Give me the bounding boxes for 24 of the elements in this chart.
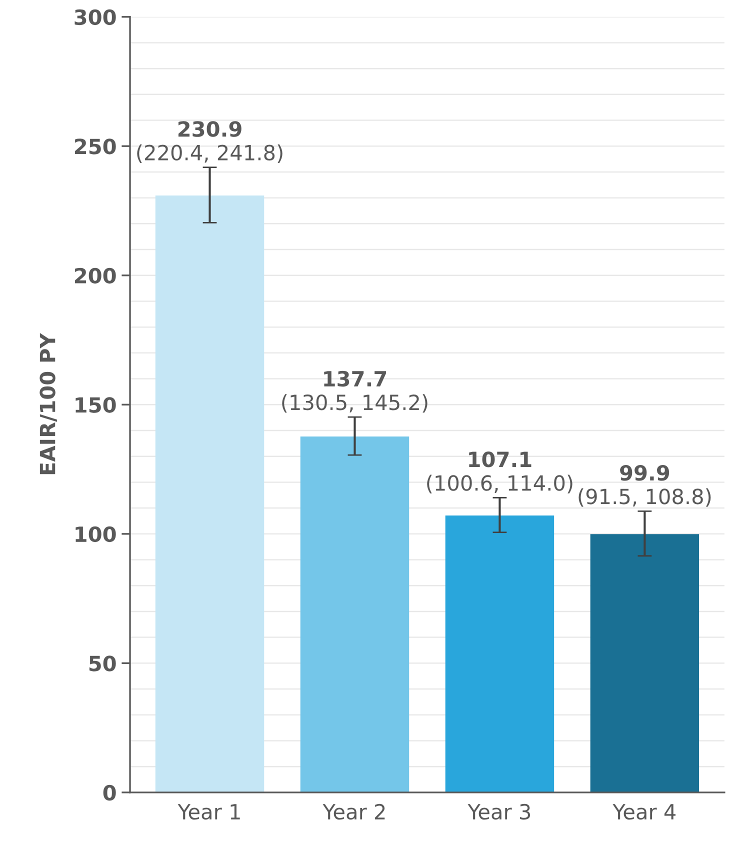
x-tick-label: Year 3 bbox=[468, 804, 530, 820]
bar bbox=[590, 534, 700, 792]
annotation: (220.4, 241.8) bbox=[137, 144, 282, 163]
data-label: 137.7 bbox=[324, 370, 386, 387]
x-tick-label: Year 4 bbox=[612, 804, 676, 820]
bar bbox=[300, 436, 410, 792]
y-tick-label: 100 bbox=[76, 526, 116, 542]
y-tick-label: 250 bbox=[74, 138, 116, 154]
y-tick-label: 0 bbox=[103, 784, 116, 801]
data-label: 107.1 bbox=[469, 452, 532, 468]
data-label: 230.9 bbox=[178, 121, 242, 137]
annotation: (130.5, 145.2) bbox=[282, 394, 428, 413]
y-axis-title: EAIR/100 PY bbox=[40, 333, 58, 474]
bar bbox=[445, 516, 554, 792]
x-tick-label: Year 2 bbox=[322, 804, 385, 820]
annotation: (100.6, 114.0) bbox=[427, 474, 572, 494]
y-tick-label: 300 bbox=[74, 9, 116, 26]
annotation: (91.5, 108.8) bbox=[578, 488, 711, 507]
y-tick-label: 200 bbox=[74, 268, 116, 284]
data-label: 99.9 bbox=[620, 464, 670, 481]
y-tick-label: 50 bbox=[89, 656, 116, 672]
bar bbox=[155, 195, 264, 792]
x-tick-label: Year 1 bbox=[178, 804, 240, 820]
y-tick-label: 150 bbox=[76, 397, 116, 413]
